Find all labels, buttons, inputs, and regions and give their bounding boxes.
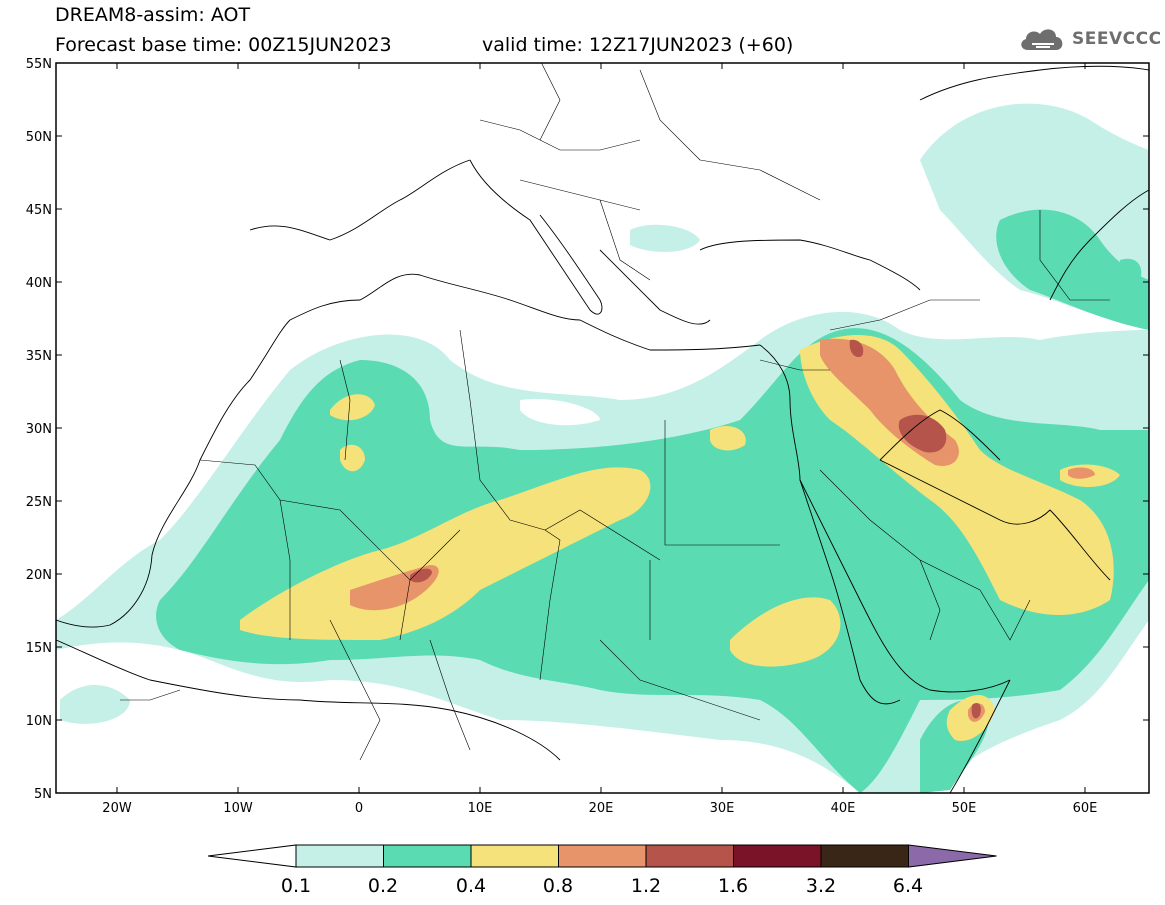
colorbar-high-arrow xyxy=(908,844,997,868)
lat-label: 15N xyxy=(26,641,52,656)
colorbar-label: 0.8 xyxy=(543,875,573,897)
colorbar-swatch xyxy=(820,844,909,868)
lon-label: 0 xyxy=(355,801,363,816)
colorbar-swatch xyxy=(295,844,384,868)
lon-label: 30E xyxy=(710,801,735,816)
lon-label: 40E xyxy=(831,801,856,816)
colorbar-label: 0.4 xyxy=(456,875,486,897)
colorbar-label: 0.2 xyxy=(368,875,398,897)
longitude-labels: 20W 10W 0 10E 20E 30E 40E 50E 60E xyxy=(102,801,1097,816)
lon-label: 20W xyxy=(102,801,132,816)
lat-label: 50N xyxy=(26,130,52,145)
lon-label: 20E xyxy=(589,801,614,816)
cloud-icon xyxy=(1021,29,1063,50)
lat-label: 10N xyxy=(26,714,52,729)
colorbar-swatch xyxy=(645,844,734,868)
colorbar-labels: 0.1 0.2 0.4 0.8 1.2 1.6 3.2 6.4 xyxy=(281,875,923,897)
lon-label: 50E xyxy=(952,801,977,816)
colorbar: 0.1 0.2 0.4 0.8 1.2 1.6 3.2 6.4 xyxy=(207,844,997,897)
country-borders xyxy=(120,63,1110,761)
colorbar-swatch xyxy=(470,844,559,868)
valid-time: valid time: 12Z17JUN2023 (+60) xyxy=(482,34,794,56)
colorbar-label: 3.2 xyxy=(806,875,836,897)
lat-label: 25N xyxy=(26,495,52,510)
map-title: DREAM8-assim: AOT xyxy=(55,4,251,26)
lat-label: 30N xyxy=(26,422,52,437)
colorbar-swatch xyxy=(558,844,647,868)
colorbar-label: 1.6 xyxy=(718,875,748,897)
aot-field xyxy=(56,103,1149,793)
logo-text: SEEVCCC xyxy=(1072,29,1162,49)
lon-label: 10W xyxy=(223,801,253,816)
lat-label: 45N xyxy=(26,203,52,218)
axis-ticks xyxy=(56,62,1149,793)
lat-label: 55N xyxy=(26,57,52,72)
forecast-base-time: Forecast base time: 00Z15JUN2023 xyxy=(55,34,392,56)
lon-label: 60E xyxy=(1073,801,1098,816)
colorbar-label: 0.1 xyxy=(281,875,311,897)
lat-label: 35N xyxy=(26,349,52,364)
lat-label: 20N xyxy=(26,568,52,583)
colorbar-label: 1.2 xyxy=(631,875,661,897)
lat-label: 40N xyxy=(26,276,52,291)
seevccc-logo: SEEVCCC xyxy=(1018,24,1162,54)
colorbar-low-arrow xyxy=(207,844,297,868)
coastlines xyxy=(56,65,1149,793)
lon-label: 10E xyxy=(468,801,493,816)
colorbar-swatch xyxy=(733,844,822,868)
lat-label: 5N xyxy=(34,787,52,802)
latitude-labels: 55N 50N 45N 40N 35N 30N 25N 20N 15N 10N … xyxy=(26,57,52,802)
colorbar-label: 6.4 xyxy=(893,875,923,897)
colorbar-swatch xyxy=(383,844,472,868)
colorbar-boxes xyxy=(295,844,997,868)
